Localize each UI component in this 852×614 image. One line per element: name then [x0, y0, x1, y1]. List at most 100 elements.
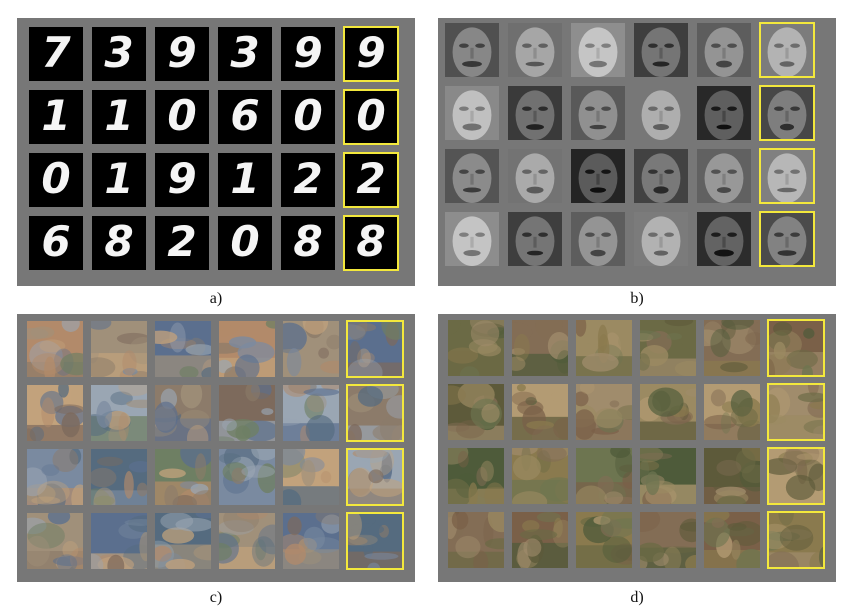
panel-c-image-r1-c5 [283, 321, 339, 377]
caption-a: a) [209, 290, 223, 307]
panel-b-image-r3-c3 [571, 149, 625, 203]
svg-text:0: 0 [167, 91, 196, 140]
panel-d-image-r3-c3 [576, 448, 632, 504]
panel-d-image-r4-c6-highlighted [767, 511, 825, 569]
panel-a-image-r2-c4: 6 [218, 90, 272, 144]
svg-text:0: 0 [356, 91, 385, 140]
svg-text:1: 1 [230, 154, 259, 203]
panel-b-image-r2-c5 [697, 86, 751, 140]
panel-c-image-r3-c5 [283, 449, 339, 505]
panel-b-image-r1-c4 [634, 23, 688, 77]
panel-a-image-r2-c1: 1 [29, 90, 83, 144]
panel-b-image-r3-c2 [508, 149, 562, 203]
panel-a-image-r3-c3: 9 [155, 153, 209, 207]
panel-b-image-r4-c6-highlighted [759, 211, 815, 267]
panel-d-image-r1-c2 [512, 320, 568, 376]
svg-text:9: 9 [293, 28, 322, 77]
panel-a-image-r1-c6-highlighted: 9 [343, 26, 399, 82]
panel-c-image-r1-c4 [219, 321, 275, 377]
panel-b-image-r1-c2 [508, 23, 562, 77]
svg-text:9: 9 [167, 28, 196, 77]
panel-a-image-r3-c5: 2 [281, 153, 335, 207]
panel-d-image-r3-c2 [512, 448, 568, 504]
panel-a-image-r2-c6-highlighted: 0 [343, 89, 399, 145]
panel-d-image-r4-c3 [576, 512, 632, 568]
caption-b: b) [630, 290, 644, 307]
panel-b-image-r3-c4 [634, 149, 688, 203]
panel-d-image-r2-c5 [704, 384, 760, 440]
panel-d-image-r3-c4 [640, 448, 696, 504]
svg-text:8: 8 [293, 217, 322, 266]
panel-c-image-r2-c3 [155, 385, 211, 441]
svg-text:1: 1 [41, 91, 70, 140]
svg-text:0: 0 [293, 91, 322, 140]
panel-a-image-r2-c5: 0 [281, 90, 335, 144]
panel-d-image-r2-c6-highlighted [767, 383, 825, 441]
svg-text:9: 9 [356, 28, 385, 77]
panel-a-image-r4-c5: 8 [281, 216, 335, 270]
panel-c-image-r3-c2 [91, 449, 147, 505]
panel-c-image-r4-c5 [283, 513, 339, 569]
svg-text:1: 1 [104, 91, 133, 140]
svg-text:0: 0 [230, 217, 259, 266]
svg-text:2: 2 [293, 154, 322, 203]
panel-d-image-r1-c5 [704, 320, 760, 376]
panel-c-image-r3-c6-highlighted [346, 448, 404, 506]
svg-text:8: 8 [356, 217, 385, 266]
panel-b-image-r4-c3 [571, 212, 625, 266]
panel-a-image-r4-c6-highlighted: 8 [343, 215, 399, 271]
svg-text:1: 1 [104, 154, 133, 203]
panel-a-image-r4-c2: 8 [92, 216, 146, 270]
panel-d-image-r1-c1 [448, 320, 504, 376]
panel-c-image-r2-c1 [27, 385, 83, 441]
panel-a-image-r3-c1: 0 [29, 153, 83, 207]
svg-text:3: 3 [104, 28, 133, 77]
panel-b-image-r2-c2 [508, 86, 562, 140]
panel-d-image-r2-c4 [640, 384, 696, 440]
caption-d: d) [630, 589, 644, 606]
panel-b-image-r2-c6-highlighted [759, 85, 815, 141]
panel-b-image-r2-c1 [445, 86, 499, 140]
svg-text:6: 6 [41, 217, 70, 266]
panel-c-image-r3-c3 [155, 449, 211, 505]
panel-b-image-r2-c3 [571, 86, 625, 140]
panel-b-image-r1-c1 [445, 23, 499, 77]
panel-b-image-r4-c1 [445, 212, 499, 266]
panel-b-image-r4-c5 [697, 212, 751, 266]
panel-b-image-r4-c2 [508, 212, 562, 266]
panel-b-image-r3-c6-highlighted [759, 148, 815, 204]
panel-d-image-r1-c3 [576, 320, 632, 376]
svg-text:6: 6 [230, 91, 259, 140]
panel-a-image-r2-c2: 1 [92, 90, 146, 144]
panel-d-image-r2-c1 [448, 384, 504, 440]
svg-text:8: 8 [104, 217, 133, 266]
panel-a-image-r3-c4: 1 [218, 153, 272, 207]
panel-d-image-r4-c5 [704, 512, 760, 568]
panel-c-image-r2-c5 [283, 385, 339, 441]
panel-d-image-r2-c2 [512, 384, 568, 440]
svg-text:2: 2 [356, 154, 385, 203]
panel-c-image-r1-c6-highlighted [346, 320, 404, 378]
panel-a-image-r4-c1: 6 [29, 216, 83, 270]
panel-c-image-r2-c4 [219, 385, 275, 441]
panel-b-image-r1-c3 [571, 23, 625, 77]
panel-d-image-r4-c4 [640, 512, 696, 568]
panel-c-image-r3-c4 [219, 449, 275, 505]
panel-a-image-r4-c3: 2 [155, 216, 209, 270]
panel-b-image-r3-c1 [445, 149, 499, 203]
panel-d-image-r3-c1 [448, 448, 504, 504]
panel-c-image-r3-c1 [27, 449, 83, 505]
panel-b-image-r3-c5 [697, 149, 751, 203]
svg-text:3: 3 [230, 28, 259, 77]
panel-d-image-r1-c6-highlighted [767, 319, 825, 377]
caption-c: c) [209, 589, 223, 606]
panel-b-image-r1-c6-highlighted [759, 22, 815, 78]
panel-a-image-r4-c4: 0 [218, 216, 272, 270]
panel-d-image-r1-c4 [640, 320, 696, 376]
panel-b-image-r2-c4 [634, 86, 688, 140]
panel-a-image-r1-c3: 9 [155, 27, 209, 81]
panel-c-image-r4-c1 [27, 513, 83, 569]
panel-d-image-r4-c1 [448, 512, 504, 568]
panel-c-image-r4-c6-highlighted [346, 512, 404, 570]
panel-d-image-r2-c3 [576, 384, 632, 440]
